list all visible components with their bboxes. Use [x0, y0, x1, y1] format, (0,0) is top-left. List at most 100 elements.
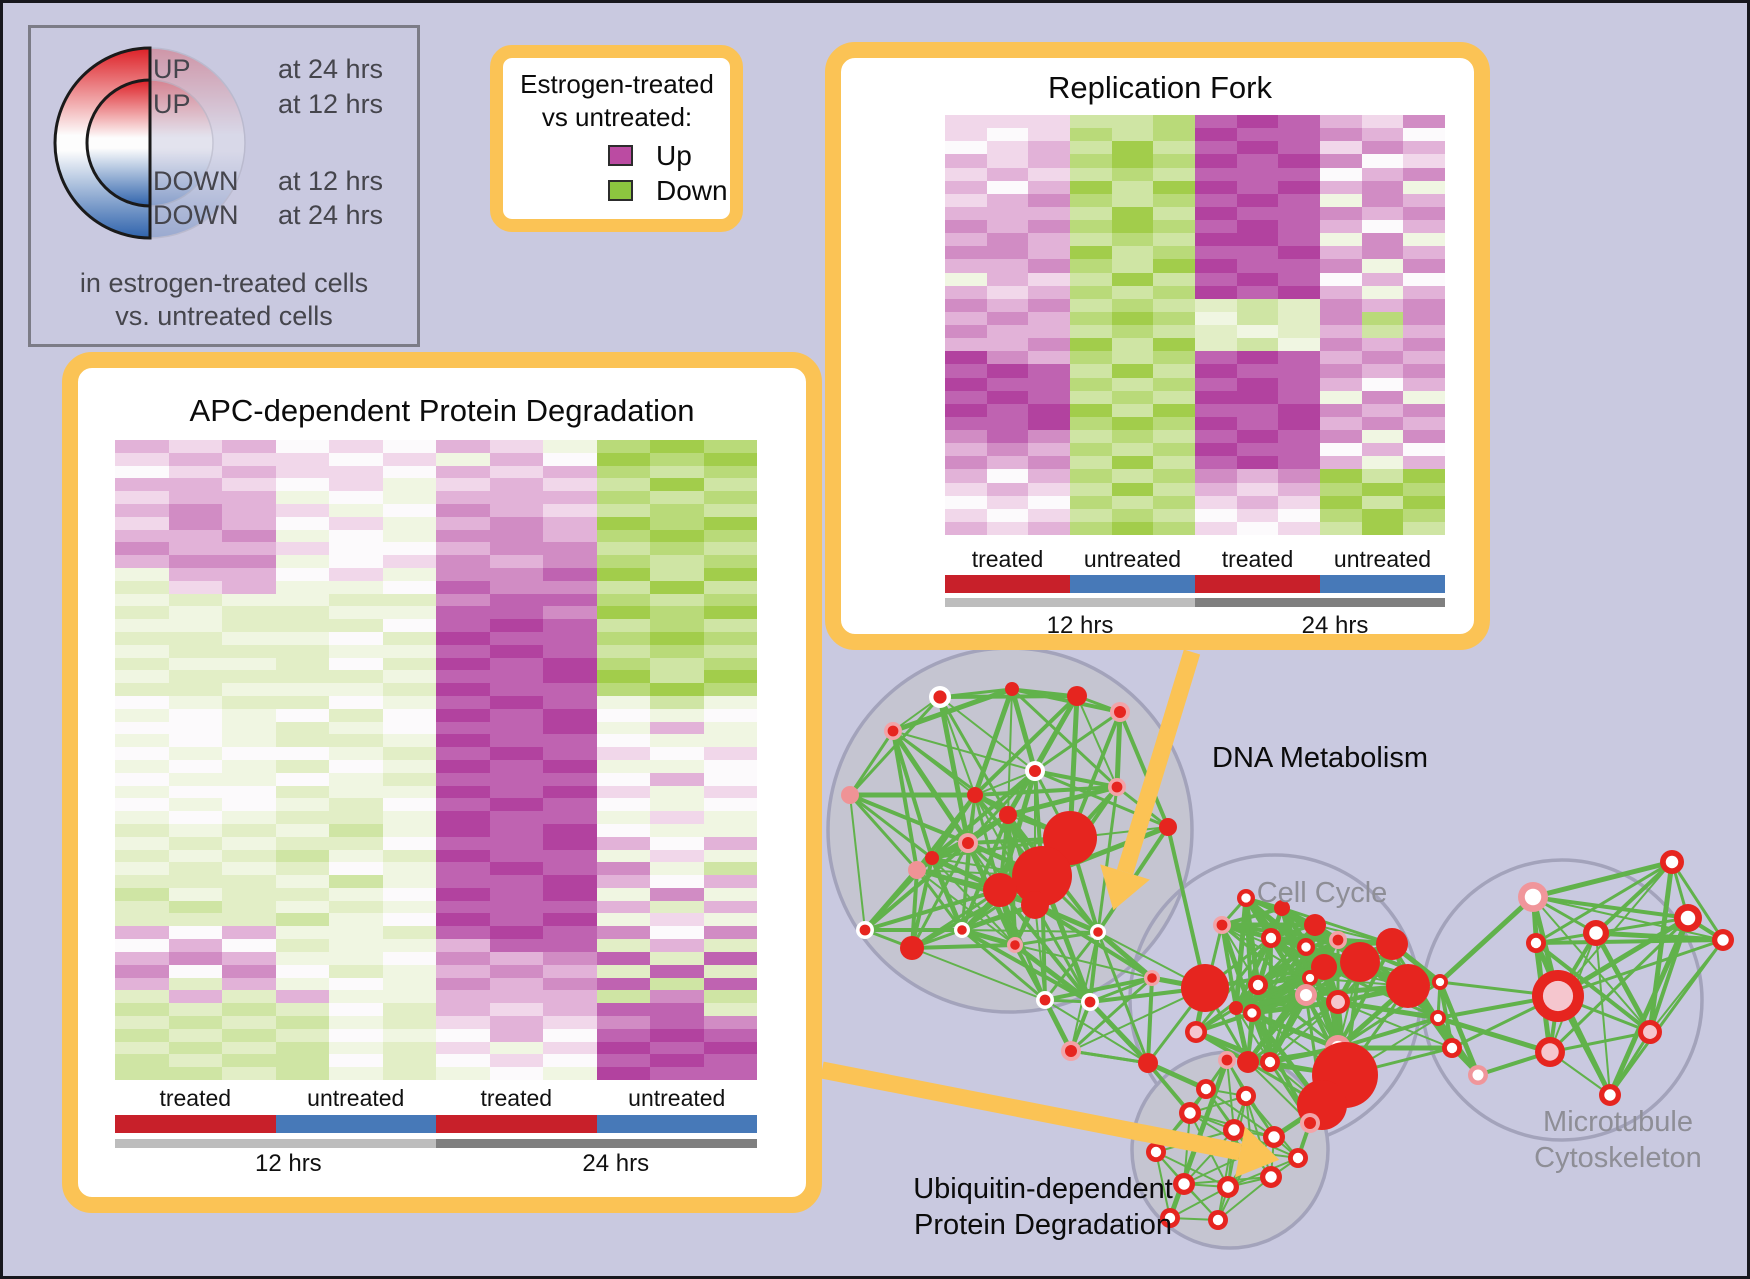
heatmap-cell: [115, 823, 169, 837]
heatmap-cell: [945, 220, 987, 234]
heatmap-cell: [489, 567, 543, 581]
network-node: [1067, 686, 1087, 706]
heatmap-cell: [1111, 456, 1154, 470]
heatmap-cell: [382, 1028, 436, 1042]
heatmap-cell: [115, 478, 169, 492]
heatmap-cell: [1028, 206, 1070, 220]
heatmap-cell: [436, 849, 490, 863]
heatmap-cell: [275, 465, 329, 479]
heatmap-cell: [329, 683, 383, 696]
heatmap-cell: [1361, 364, 1404, 378]
heatmap-cell: [543, 670, 597, 684]
replication-fork-heatmap: [945, 115, 1445, 535]
network-node: [1242, 1142, 1262, 1162]
heatmap-cell: [1195, 233, 1237, 247]
heatmap-cell: [1361, 482, 1404, 496]
heatmap-cell: [986, 390, 1029, 404]
heatmap-cell: [703, 772, 757, 786]
heatmap-cell: [1320, 220, 1362, 234]
network-edge: [961, 928, 1046, 1002]
heatmap-cell: [115, 951, 169, 965]
heatmap-cell: [1195, 508, 1237, 522]
heatmap-cell: [1403, 141, 1445, 155]
heatmap-cell: [1153, 416, 1195, 430]
heatmap-cell: [986, 272, 1029, 286]
heatmap-cell: [1236, 403, 1279, 417]
heatmap-cell: [1361, 154, 1404, 168]
heatmap-cell: [1403, 193, 1445, 207]
heatmap-cell: [1403, 128, 1445, 142]
heatmap-cell: [489, 759, 543, 773]
network-node: [1468, 1065, 1488, 1085]
heatmap-cell: [1153, 364, 1195, 378]
heatmap-cell: [329, 657, 383, 671]
heatmap-cell: [489, 875, 543, 888]
heatmap-cell: [1236, 364, 1279, 378]
network-edge: [1532, 896, 1651, 1033]
heatmap-cell: [1320, 482, 1362, 496]
heatmap-cell: [1153, 495, 1195, 509]
network-edge: [1532, 895, 1689, 920]
network-edge: [974, 785, 1118, 797]
heatmap-cell: [115, 1041, 169, 1055]
heatmap-cell: [945, 325, 987, 339]
heatmap-cell: [382, 542, 436, 556]
heatmap-cell: [650, 1003, 704, 1016]
heatmap-cell: [543, 606, 597, 620]
heatmap-cell: [382, 670, 436, 684]
heatmap-cell: [945, 430, 987, 444]
heatmap-cell: [275, 977, 329, 991]
heatmap-cell: [596, 452, 650, 466]
heatmap-cell: [1195, 193, 1237, 207]
network-edge: [1549, 1030, 1651, 1054]
heatmap-cell: [1320, 272, 1362, 286]
heatmap-cell: [650, 862, 704, 876]
heatmap-cell: [1320, 508, 1362, 522]
heatmap-cell: [1403, 521, 1445, 535]
heatmap-cell: [543, 990, 597, 1004]
heatmap-cell: [1153, 482, 1195, 496]
heatmap-cell: [945, 338, 987, 352]
heatmap-cell: [543, 1067, 597, 1080]
heatmap-cell: [436, 555, 490, 568]
heatmap-cell: [650, 465, 704, 479]
network-node: [1110, 702, 1130, 722]
heatmap-cell: [382, 747, 436, 760]
heatmap-cell: [1111, 495, 1154, 509]
heatmap-cell: [275, 1041, 329, 1055]
heatmap-cell: [329, 606, 383, 620]
heatmap-cell: [1111, 508, 1154, 522]
heatmap-cell: [596, 593, 650, 607]
heatmap-cell: [703, 683, 757, 696]
heatmap-cell: [650, 529, 704, 543]
heatmap-cell: [543, 734, 597, 748]
heatmap-cell: [489, 798, 543, 812]
heatmap-cell: [275, 926, 329, 940]
heatmap-cell: [1195, 115, 1237, 129]
heatmap-cell: [275, 747, 329, 760]
network-edge: [1007, 784, 1118, 818]
network-edge: [931, 857, 1016, 946]
network-edge: [1437, 981, 1481, 1076]
heatmap-cell: [1111, 259, 1154, 273]
heatmap-cell: [168, 964, 222, 978]
heatmap-cell: [1320, 193, 1362, 207]
network-node: [1025, 761, 1045, 781]
heatmap-cell: [1111, 141, 1154, 155]
heatmap-cell: [1111, 390, 1154, 404]
heatmap-cell: [1320, 141, 1362, 155]
heatmap-cell: [115, 440, 169, 453]
heatmap-cell: [489, 887, 543, 901]
estrogen-legend-box: [490, 45, 743, 232]
heatmap-cell: [703, 887, 757, 901]
network-node: [1295, 984, 1317, 1006]
heatmap-cell: [1028, 495, 1070, 509]
heatmap-cell: [1361, 128, 1404, 142]
heatmap-cell: [329, 849, 383, 863]
heatmap-cell: [703, 823, 757, 837]
heatmap-cell: [1111, 482, 1154, 496]
heatmap-cell: [382, 1054, 436, 1068]
heatmap-cell: [1070, 246, 1112, 260]
rf-24hrs-label: 24 hrs: [1301, 612, 1369, 639]
heatmap-cell: [703, 811, 757, 824]
